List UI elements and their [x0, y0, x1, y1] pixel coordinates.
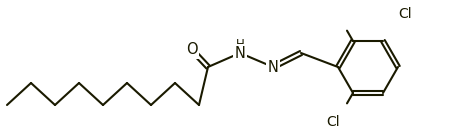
Text: H: H — [235, 38, 244, 51]
Text: N: N — [234, 45, 245, 61]
Text: O: O — [186, 42, 197, 58]
Text: Cl: Cl — [397, 7, 411, 21]
Text: N: N — [267, 59, 278, 75]
Text: Cl: Cl — [325, 115, 339, 129]
